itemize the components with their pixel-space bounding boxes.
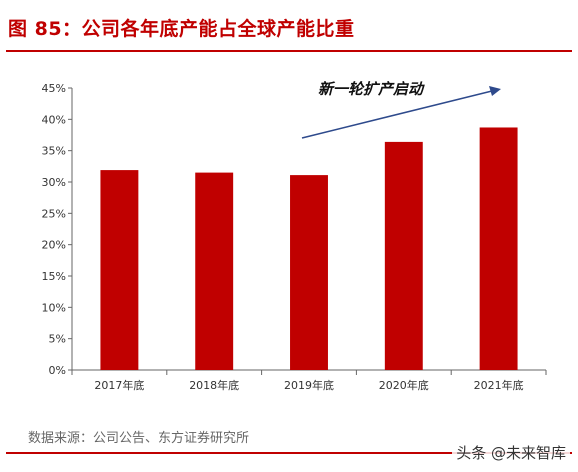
x-tick-label: 2021年底 [474, 378, 524, 392]
y-tick-label: 20% [42, 239, 66, 252]
annotation-text: 新一轮扩产启动 [318, 80, 425, 98]
y-tick-label: 10% [42, 301, 66, 314]
bar [195, 172, 234, 370]
chart-title: 图 85：公司各年底产能占全球产能比重 [8, 18, 355, 40]
y-tick-label: 0% [49, 364, 66, 377]
y-tick-label: 5% [49, 333, 66, 346]
annotation: 新一轮扩产启动 [301, 80, 501, 139]
y-tick-label: 45% [42, 82, 66, 95]
expansion-arrow [301, 89, 497, 139]
arrow-head-icon [489, 86, 501, 96]
bars [100, 127, 518, 370]
bar-chart: 0% 5% 10% 15% 20% 25% 30% 35% 40% 45% 2017年底 2018年… [42, 80, 547, 392]
y-tick-label: 15% [42, 270, 66, 283]
y-tick-label: 40% [42, 113, 66, 126]
x-tick-label: 2017年底 [94, 378, 144, 392]
x-tick-label: 2019年底 [284, 378, 334, 392]
bottom-divider [6, 452, 572, 454]
bar [100, 170, 139, 370]
watermark: 头条 @未来智库 [452, 440, 570, 465]
x-tick-label: 2018年底 [189, 378, 239, 392]
bar [384, 141, 423, 370]
bar [290, 175, 328, 370]
bar [479, 127, 518, 370]
y-tick-label: 25% [42, 207, 66, 220]
title-divider [6, 50, 572, 52]
y-axis: 0% 5% 10% 15% 20% 25% 30% 35% 40% 45% [42, 82, 73, 377]
source-note: 数据来源：公司公告、东方证券研究所 [28, 431, 250, 446]
y-tick-label: 30% [42, 176, 66, 189]
x-axis: 2017年底 2018年底 2019年底 2020年底 2021年底 [71, 369, 547, 392]
y-tick-label: 35% [42, 145, 66, 158]
x-tick-label: 2020年底 [379, 378, 429, 392]
